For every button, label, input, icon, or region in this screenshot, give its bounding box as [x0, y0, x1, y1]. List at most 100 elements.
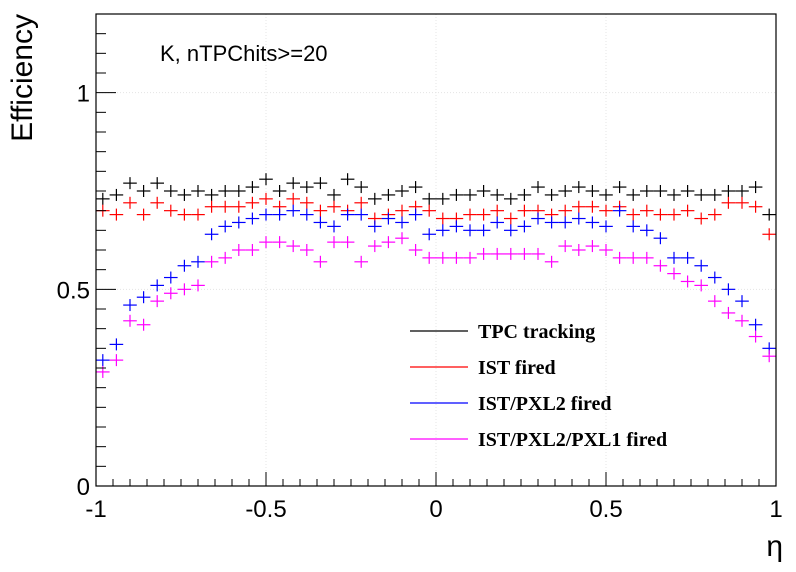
data-point [680, 275, 695, 288]
data-point [422, 228, 436, 241]
data-point [177, 259, 192, 272]
data-point [368, 192, 382, 205]
x-axis: -1 -0.5 0 0.5 1 [85, 472, 783, 523]
data-point [340, 173, 355, 186]
data-point [164, 287, 178, 300]
data-point [612, 181, 627, 194]
data-point [517, 188, 532, 201]
data-point [177, 208, 192, 221]
data-point [544, 255, 559, 268]
data-point [340, 236, 355, 249]
data-point [735, 196, 749, 209]
data-point [204, 200, 219, 213]
data-point [177, 283, 192, 296]
data-point [572, 244, 586, 256]
legend-label: TPC tracking [478, 321, 595, 343]
data-point [531, 247, 545, 260]
data-point [109, 208, 124, 221]
data-point [218, 200, 232, 213]
data-point [123, 177, 137, 190]
legend-label: IST fired [478, 357, 556, 379]
data-point [259, 173, 273, 186]
data-point [721, 196, 736, 209]
data-point [436, 212, 450, 225]
data-point [436, 192, 450, 205]
data-point [136, 318, 151, 331]
data-point [476, 224, 491, 237]
data-point [463, 224, 477, 237]
data-point [680, 204, 695, 217]
legend-label: IST/PXL2/PXL1 fired [478, 429, 667, 451]
data-point [191, 255, 205, 268]
legend-item: IST/PXL2 fired [410, 393, 612, 415]
data-point [313, 255, 328, 268]
data-point [612, 251, 627, 264]
data-point [150, 177, 164, 190]
data-point [504, 212, 518, 225]
data-point [204, 255, 219, 268]
data-point [422, 251, 436, 264]
data-point [436, 224, 450, 237]
data-point [599, 244, 613, 256]
data-point [96, 354, 110, 367]
data-point [327, 200, 341, 213]
data-point [653, 259, 668, 272]
data-point [694, 279, 708, 292]
data-point [748, 200, 763, 213]
x-tick-label: -1 [85, 496, 106, 523]
data-point [585, 240, 600, 253]
data-point [517, 220, 532, 233]
data-point [232, 185, 246, 197]
data-point [300, 196, 314, 209]
data-point [463, 208, 477, 221]
data-point [517, 204, 532, 217]
data-point [354, 196, 368, 209]
y-tick-label: 0.5 [57, 277, 90, 304]
data-point [653, 232, 668, 245]
data-point [708, 271, 722, 284]
data-point [327, 236, 341, 249]
data-point [286, 240, 300, 253]
data-point [762, 228, 776, 241]
data-point [395, 232, 409, 245]
data-point [504, 224, 518, 237]
data-point [436, 251, 450, 264]
data-point [340, 208, 355, 221]
series-4 [96, 232, 776, 378]
data-point [381, 188, 396, 201]
data-point [327, 220, 341, 233]
data-point [572, 200, 586, 213]
data-point [408, 244, 423, 256]
data-point [395, 204, 409, 217]
data-point [748, 181, 763, 194]
data-point [490, 247, 504, 260]
data-point [626, 188, 640, 201]
data-point [354, 181, 368, 194]
data-point [708, 208, 722, 221]
data-point [327, 188, 341, 201]
data-point [177, 188, 192, 201]
y-tick-label: 0 [77, 474, 90, 501]
data-point [272, 236, 287, 249]
data-point [490, 188, 504, 201]
data-point [694, 212, 708, 225]
data-point [123, 299, 137, 312]
data-point [218, 251, 232, 264]
series-3 [96, 204, 776, 367]
data-point [191, 185, 205, 197]
data-point [395, 216, 409, 229]
data-point [313, 177, 328, 190]
x-axis-title: η [766, 530, 783, 563]
plot-frame [95, 13, 777, 487]
data-point [544, 188, 559, 201]
data-point [272, 208, 287, 221]
data-point [218, 185, 232, 197]
data-point [640, 204, 654, 217]
data-point [735, 314, 749, 327]
data-point [558, 216, 572, 229]
y-axis-title: Efficiency [6, 14, 39, 142]
data-point [150, 196, 164, 209]
data-point [381, 236, 396, 249]
data-point [531, 212, 545, 225]
data-points [96, 173, 776, 378]
